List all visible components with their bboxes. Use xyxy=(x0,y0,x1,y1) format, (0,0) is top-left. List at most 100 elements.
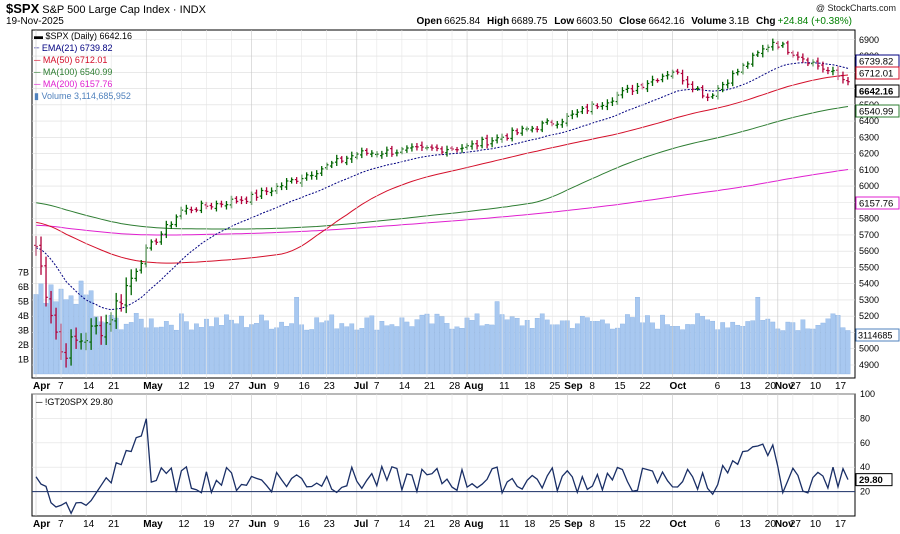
ohlc-bar xyxy=(139,259,144,274)
volume-bar xyxy=(630,317,635,375)
x-tick-label-indicator: 11 xyxy=(499,519,510,530)
price-tick-label: 6200 xyxy=(859,149,879,159)
volume-bar xyxy=(364,317,370,375)
ohlc-bar xyxy=(199,200,204,214)
x-tick-label: 15 xyxy=(614,381,626,392)
ohlc-bar xyxy=(781,41,785,48)
volume-bar xyxy=(845,330,851,375)
x-tick-label-indicator: Aug xyxy=(464,519,483,530)
volume-bar xyxy=(509,316,515,375)
volume-bar xyxy=(158,326,164,375)
volume-bar xyxy=(489,324,495,375)
price-tick-label: 5700 xyxy=(859,230,879,240)
indicator-line xyxy=(35,418,849,515)
volume-bar xyxy=(600,319,605,375)
volume-bar xyxy=(539,313,545,375)
change-value: +24.84 (+0.38%) xyxy=(777,16,853,27)
ohlc-bar xyxy=(435,144,439,152)
x-tick-label-indicator: 19 xyxy=(203,519,215,530)
ma100-badge-box xyxy=(855,104,900,118)
x-tick-label-indicator: 27 xyxy=(228,519,240,530)
price-tick-label: 6300 xyxy=(859,132,879,142)
x-tick-label-indicator: 10 xyxy=(810,519,822,530)
x-tick-label-indicator: 15 xyxy=(614,519,626,530)
price-tick-label: 5000 xyxy=(859,344,879,354)
x-tick-label: 22 xyxy=(639,381,651,392)
volume-bar xyxy=(199,327,204,375)
ohlc-bar xyxy=(816,57,820,70)
volume-bar xyxy=(514,318,520,375)
volume-bar xyxy=(38,283,44,375)
high-label: High xyxy=(487,16,510,27)
x-tick-label-indicator: 9 xyxy=(274,519,280,530)
x-tick-label: Oct xyxy=(670,381,687,392)
ohlc-bar xyxy=(595,103,600,110)
x-tick-label-indicator: 14 xyxy=(399,519,411,530)
volume-bar xyxy=(128,322,134,375)
volume-tick-label: 3B xyxy=(18,326,29,336)
volume-bar xyxy=(43,303,49,375)
x-tick-label: Sep xyxy=(564,381,582,392)
volume-bar xyxy=(349,323,355,375)
ohlc-bar xyxy=(796,51,800,61)
volume-bar xyxy=(755,296,761,375)
volume-bar xyxy=(695,313,700,375)
volume-bar xyxy=(289,323,294,375)
volume-bar xyxy=(820,322,826,375)
volume-bar xyxy=(264,320,269,375)
volume-bar xyxy=(429,323,435,375)
ohlc-bar xyxy=(184,204,189,215)
price-tick-label: 5600 xyxy=(859,246,879,256)
volume-bar xyxy=(760,320,766,375)
low-label: Low xyxy=(554,16,575,27)
volume-badge-box xyxy=(855,328,900,342)
volume-bar xyxy=(645,315,650,375)
volume-bar xyxy=(479,325,485,375)
ohlc-bar xyxy=(284,178,289,190)
x-tick-label: 7 xyxy=(58,381,64,392)
volume-bar xyxy=(529,328,535,375)
ohlc-bar xyxy=(209,202,214,210)
indicator-tick-label: 60 xyxy=(860,438,870,448)
price-tick-label: 6100 xyxy=(859,165,879,175)
ohlc-bar xyxy=(520,125,524,136)
x-tick-label: 8 xyxy=(589,381,595,392)
ohlc-bar xyxy=(224,201,229,210)
ohlc-bar xyxy=(560,118,565,128)
chart-legend: ▬ $SPX (Daily) 6642.16 ┈ EMA(21) 6739.82… xyxy=(34,30,132,102)
volume-bar xyxy=(309,329,315,375)
ohlc-bar xyxy=(54,307,58,340)
ohlc-bar xyxy=(174,214,179,228)
x-tick-label: 14 xyxy=(399,381,411,392)
ohlc-bar xyxy=(755,50,760,57)
ohlc-bar xyxy=(94,317,98,335)
indicator-tick-label: 40 xyxy=(860,462,870,472)
volume-bar xyxy=(770,321,776,375)
volume-bar xyxy=(705,319,711,375)
ma200-badge-box xyxy=(855,196,900,210)
volume-value: 3.1B xyxy=(728,16,750,27)
ohlc-bar xyxy=(720,81,725,93)
ohlc-bar xyxy=(695,86,700,91)
volume-bar xyxy=(314,317,320,375)
ohlc-bar xyxy=(645,80,650,93)
volume-bar xyxy=(584,317,590,375)
ohlc-bar xyxy=(705,93,710,102)
volume-bar xyxy=(123,323,129,375)
volume-bar xyxy=(494,301,500,375)
indicator-panel-frame xyxy=(31,393,856,517)
volume-bar xyxy=(148,318,154,375)
x-tick-label: Aug xyxy=(464,381,483,392)
volume-badge: 3114685 xyxy=(858,331,892,341)
ohlc-bar xyxy=(655,78,660,83)
ohlc-bar xyxy=(490,137,494,148)
ohlc-bar xyxy=(841,71,845,84)
x-tick-label-indicator: 21 xyxy=(424,519,436,530)
volume-bar xyxy=(244,327,249,375)
x-tick-label: 13 xyxy=(740,381,752,392)
open-label: Open xyxy=(416,16,443,27)
ohlc-bar xyxy=(49,290,53,324)
legend-ma50-label: MA(50) 6712.01 xyxy=(42,55,108,65)
volume-bar xyxy=(454,326,460,375)
